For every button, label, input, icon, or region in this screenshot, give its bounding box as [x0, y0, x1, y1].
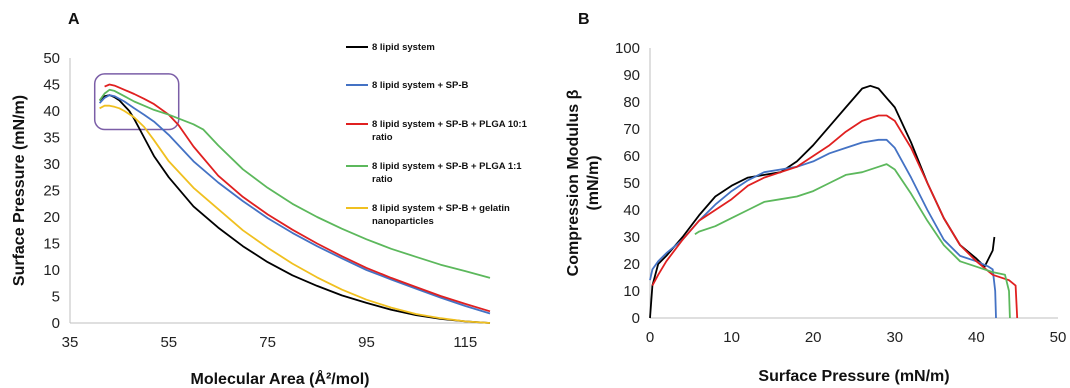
panel-b-series — [649, 84, 1019, 319]
panel-b-y-tick-label: 100 — [615, 40, 640, 57]
panel-b-x-tick-label: 30 — [886, 329, 903, 346]
panel-b-series-series-3-line — [651, 114, 1019, 319]
panel-a-series-8-lipid-system-sp-b-plga-10-1-ratio-line — [104, 83, 491, 313]
legend-label-8-lipid-system-sp-b-plga-1-1-ratio: 8 lipid system + SP-B + PLGA 1:1 ratio — [372, 161, 522, 185]
legend-label-8-lipid-system-sp-b-plga-10-1-ratio: 8 lipid system + SP-B + PLGA 10:1 ratio — [372, 119, 528, 143]
panel-b-x-tick-label: 0 — [646, 329, 654, 346]
panel-a-y-tick-label: 25 — [43, 183, 60, 200]
panel-a-y-tick-label: 5 — [52, 289, 60, 306]
panel-b-x-tick-label: 20 — [805, 329, 822, 346]
panel-b-series-series-1-line — [649, 84, 996, 319]
panel-b-y-tick-label: 0 — [632, 310, 640, 327]
panel-a-y-ticks: 0 5 10 15 20 25 30 35 40 45 50 — [43, 50, 60, 332]
panel-a-y-axis-title: Surface Pressure (mN/m) — [11, 95, 28, 286]
panel-a-series-8-lipid-system-sp-b-plga-1-1-ratio-line — [98, 88, 491, 279]
panel-a-x-tick-label: 115 — [453, 334, 477, 351]
panel-b-y-tick-label: 50 — [623, 175, 640, 192]
panel-a-x-tick-label: 55 — [160, 334, 177, 351]
panel-b-y-tick-label: 90 — [623, 67, 640, 84]
panel-a-series-8-lipid-system-sp-b-line — [98, 94, 491, 315]
panel-a-y-tick-label: 30 — [43, 156, 60, 173]
panel-a-y-tick-label: 50 — [43, 50, 60, 67]
panel-b-y-tick-label: 20 — [623, 256, 640, 273]
panel-a-series-8-lipid-system-sp-b-gelatin-nanoparticles-line — [99, 104, 491, 324]
panel-a-y-tick-label: 15 — [43, 236, 60, 253]
panel-a-y-tick-label: 40 — [43, 103, 60, 120]
collapse-region-highlight — [93, 73, 180, 131]
panel-a-x-tick-label: 35 — [62, 334, 79, 351]
panel-b-y-tick-label: 70 — [623, 121, 640, 138]
legend-label-8-lipid-system-sp-b: 8 lipid system + SP-B — [372, 80, 468, 91]
panel-a-y-tick-label: 0 — [52, 315, 60, 332]
panel-a-series-8-lipid-system-line — [99, 94, 491, 324]
panel-a-x-ticks: 35 55 75 95 115 — [62, 334, 478, 351]
panel-b-y-tick-label: 30 — [623, 229, 640, 246]
panel-a-y-tick-label: 20 — [43, 209, 60, 226]
panel-a-series — [98, 83, 491, 324]
panel-b-series-series-4-line — [694, 163, 1011, 319]
panel-b-x-tick-label: 10 — [723, 329, 740, 346]
panel-b-y-axis-title: Compression Modulus β (mN/m) — [565, 89, 602, 276]
panel-b-x-ticks: 0 10 20 30 40 50 — [646, 329, 1067, 346]
panel-b-x-tick-label: 40 — [968, 329, 985, 346]
panel-b-x-axis-title: Surface Pressure (mN/m) — [758, 368, 949, 385]
panel-b-y-ticks: 0 10 20 30 40 50 60 70 80 90 100 — [615, 40, 640, 327]
panel-b-y-axis-title-text: Compression Modulus β (mN/m) — [565, 89, 602, 276]
panel-b-y-tick-label: 80 — [623, 94, 640, 111]
panel-b-label: B — [578, 11, 590, 28]
panel-a-legend: 8 lipid system 8 lipid system + SP-B 8 lip… — [346, 42, 528, 227]
panel-a-x-axis-title: Molecular Area (Å²/mol) — [191, 369, 370, 388]
panel-a-y-tick-label: 35 — [43, 130, 60, 147]
panel-a-y-tick-label: 10 — [43, 262, 60, 279]
panel-b-series-series-2-line — [649, 138, 997, 319]
panel-a-y-tick-label: 45 — [43, 77, 60, 94]
panel-b-chart: B 0 10 20 30 40 50 0 10 20 30 40 50 60 70 80 90 100 Sur… — [565, 11, 1066, 385]
panel-a-x-tick-label: 75 — [259, 334, 276, 351]
panel-b-y-tick-label: 40 — [623, 202, 640, 219]
panel-a-label: A — [68, 11, 80, 28]
panel-b-y-tick-label: 60 — [623, 148, 640, 165]
panel-b-y-tick-label: 10 — [623, 283, 640, 300]
legend-label-8-lipid-system: 8 lipid system — [372, 42, 435, 53]
legend-label-8-lipid-system-sp-b-gelatin-nanoparticles: 8 lipid system + SP-B + gelatin nanoparti… — [372, 203, 510, 227]
panel-b-x-tick-label: 50 — [1050, 329, 1067, 346]
panel-a-chart: A 35 55 75 95 115 0 5 10 15 20 25 30 35 40 45 50 Molec… — [11, 11, 528, 388]
panel-a-x-tick-label: 95 — [358, 334, 375, 351]
